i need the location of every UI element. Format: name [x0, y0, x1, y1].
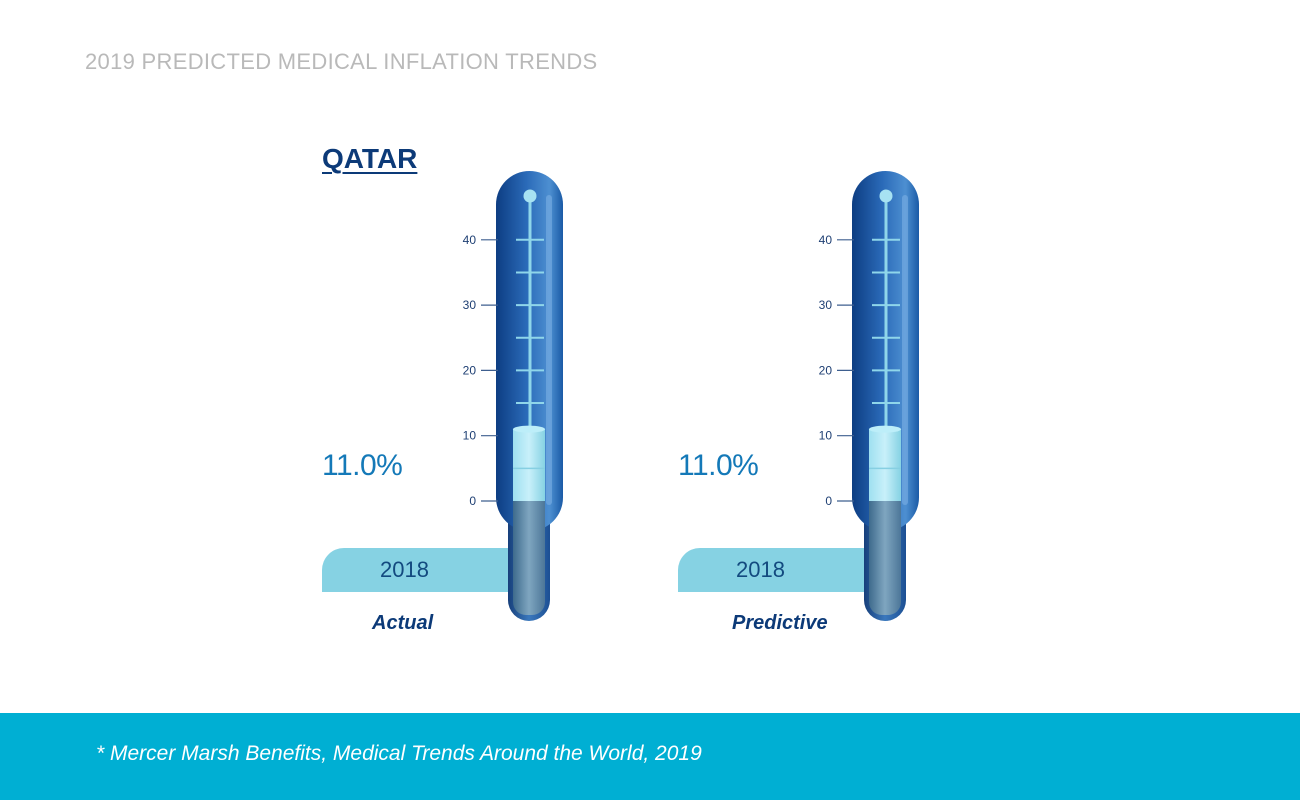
tick-label-predictive: 10: [819, 429, 833, 443]
tube-highlight: [546, 195, 552, 505]
tick-label-predictive: 30: [819, 298, 833, 312]
category-label-actual: Actual: [372, 612, 434, 634]
bulb-liquid: [513, 501, 545, 615]
tick-label-predictive: 40: [819, 233, 833, 247]
bulb-liquid-top: [513, 501, 545, 515]
mercury-column: [513, 429, 545, 501]
tick-label-actual: 10: [463, 429, 477, 443]
tick-label-actual: 30: [463, 298, 477, 312]
year-label-predictive: 2018: [736, 557, 785, 582]
tick-label-actual: 0: [469, 494, 476, 508]
thermometer-predictive: 0 10 20 30 40: [819, 171, 919, 621]
page-title: 2019 PREDICTED MEDICAL INFLATION TRENDS: [85, 49, 598, 74]
tick-label-predictive: 20: [819, 363, 833, 377]
tick-label-actual: 40: [463, 233, 477, 247]
footer-band: * Mercer Marsh Benefits, Medical Trends …: [0, 713, 1300, 800]
bulb-liquid: [869, 501, 901, 615]
year-tab-predictive: 2018: [678, 548, 874, 592]
capillary-top-icon: [523, 189, 537, 203]
tube-highlight: [902, 195, 908, 505]
mercury-cap: [513, 425, 545, 433]
mercury-column: [869, 429, 901, 501]
capillary-top-icon: [879, 189, 893, 203]
chart-title: QATAR: [322, 143, 418, 174]
tick-label-predictive: 0: [825, 494, 832, 508]
year-tab-actual: 2018: [322, 548, 518, 592]
thermometer-actual: 0 10 20 30 40: [463, 171, 563, 621]
bulb-liquid-top: [869, 501, 901, 515]
tick-label-actual: 20: [463, 363, 477, 377]
category-label-predictive: Predictive: [732, 612, 828, 634]
mercury-cap: [869, 425, 901, 433]
value-label-actual: 11.0%: [322, 449, 403, 482]
source-note: * Mercer Marsh Benefits, Medical Trends …: [96, 742, 702, 765]
year-label-actual: 2018: [380, 557, 429, 582]
value-label-predictive: 11.0%: [678, 449, 759, 482]
